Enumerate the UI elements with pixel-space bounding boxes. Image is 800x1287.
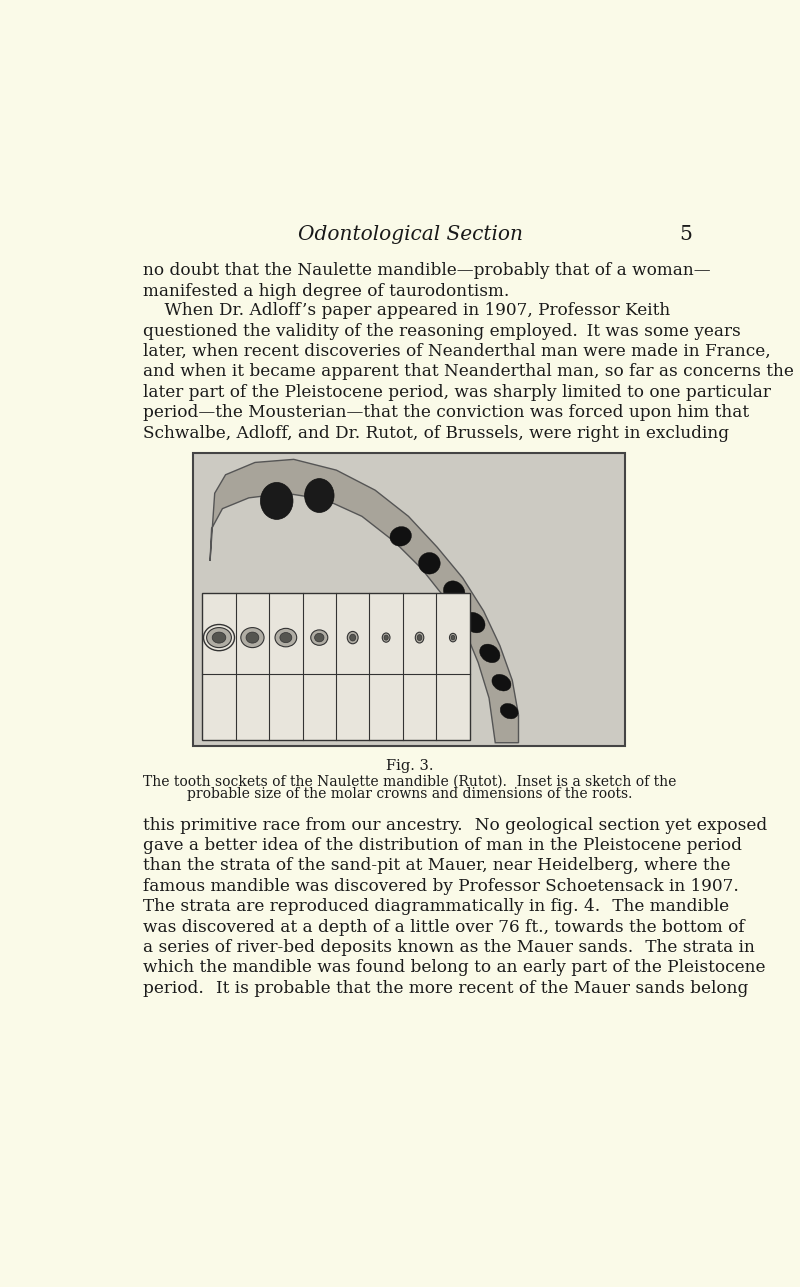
Ellipse shape <box>492 674 511 691</box>
Text: l¹: l¹ <box>448 704 458 717</box>
Ellipse shape <box>350 634 356 641</box>
Bar <box>194 454 625 745</box>
Ellipse shape <box>314 633 324 642</box>
Bar <box>193 453 626 745</box>
Ellipse shape <box>261 483 293 520</box>
Text: gave a better idea of the distribution of man in the Pleistocene period: gave a better idea of the distribution o… <box>142 837 742 855</box>
Text: m²: m² <box>243 704 262 717</box>
Text: questioned the validity of the reasoning employed.  It was some years: questioned the validity of the reasoning… <box>142 323 740 340</box>
Text: a series of river-bed deposits known as the Mauer sands.   The strata in: a series of river-bed deposits known as … <box>142 940 754 956</box>
Text: When Dr. Adloff’s paper appeared in 1907, Professor Keith: When Dr. Adloff’s paper appeared in 1907… <box>142 302 670 319</box>
Ellipse shape <box>418 552 440 574</box>
Text: Schwalbe, Adloff, and Dr. Rutot, of Brussels, were right in excluding: Schwalbe, Adloff, and Dr. Rutot, of Brus… <box>142 425 729 441</box>
Text: pm¹: pm¹ <box>340 704 366 717</box>
Ellipse shape <box>451 636 455 640</box>
Ellipse shape <box>246 632 259 644</box>
Ellipse shape <box>384 634 388 640</box>
Ellipse shape <box>280 632 292 642</box>
Text: was discovered at a depth of a little over 76 ft., towards the bottom of: was discovered at a depth of a little ov… <box>142 919 744 936</box>
Ellipse shape <box>415 632 424 644</box>
Ellipse shape <box>463 613 485 633</box>
Text: The tooth sockets of the Naulette mandible (Rutot).   Inset is a sketch of the: The tooth sockets of the Naulette mandib… <box>143 775 677 789</box>
Text: Odontological Section: Odontological Section <box>298 225 522 245</box>
Ellipse shape <box>417 634 422 641</box>
Text: period—the Mousterian—that the conviction was forced upon him that: period—the Mousterian—that the convictio… <box>142 404 749 421</box>
Text: l²: l² <box>414 704 424 717</box>
Ellipse shape <box>500 704 518 719</box>
Text: m¹: m¹ <box>277 704 294 717</box>
Text: manifested a high degree of taurodontism.: manifested a high degree of taurodontism… <box>142 283 509 300</box>
Text: period.   It is probable that the more recent of the Mauer sands belong: period. It is probable that the more rec… <box>142 979 748 997</box>
Text: this primitive race from our ancestry.   No geological section yet exposed: this primitive race from our ancestry. N… <box>142 817 767 834</box>
Ellipse shape <box>206 628 231 647</box>
Ellipse shape <box>305 479 334 512</box>
Ellipse shape <box>382 633 390 642</box>
Text: Fig. 3.: Fig. 3. <box>386 759 434 773</box>
Ellipse shape <box>212 632 226 644</box>
Polygon shape <box>210 459 518 743</box>
Text: which the mandible was found belong to an early part of the Pleistocene: which the mandible was found belong to a… <box>142 960 765 977</box>
Text: than the strata of the sand-pit at Mauer, near Heidelberg, where the: than the strata of the sand-pit at Mauer… <box>142 857 730 874</box>
Text: and when it became apparent that Neanderthal man, so far as concerns the: and when it became apparent that Neander… <box>142 363 794 381</box>
Text: later part of the Pleistocene period, was sharply limited to one particular: later part of the Pleistocene period, wa… <box>142 384 770 400</box>
Bar <box>202 593 470 740</box>
Text: C: C <box>381 704 391 717</box>
Ellipse shape <box>347 632 358 644</box>
Text: 5: 5 <box>680 225 693 245</box>
Ellipse shape <box>480 644 500 663</box>
Ellipse shape <box>443 580 465 602</box>
Ellipse shape <box>390 526 411 546</box>
Ellipse shape <box>241 628 264 647</box>
Bar <box>194 454 625 745</box>
Text: probable size of the molar crowns and dimensions of the roots.: probable size of the molar crowns and di… <box>187 788 633 802</box>
Text: m³: m³ <box>210 704 228 717</box>
Ellipse shape <box>275 628 297 647</box>
Text: no doubt that the Naulette mandible—probably that of a woman—: no doubt that the Naulette mandible—prob… <box>142 263 710 279</box>
Text: later, when recent discoveries of Neanderthal man were made in France,: later, when recent discoveries of Neande… <box>142 344 770 360</box>
Text: The strata are reproduced diagrammatically in fig. 4.   The mandible: The strata are reproduced diagrammatical… <box>142 898 729 915</box>
Text: pm²: pm² <box>306 704 333 717</box>
Text: famous mandible was discovered by Professor Schoetensack in 1907.: famous mandible was discovered by Profes… <box>142 878 738 894</box>
Ellipse shape <box>450 633 457 642</box>
Ellipse shape <box>310 629 328 645</box>
